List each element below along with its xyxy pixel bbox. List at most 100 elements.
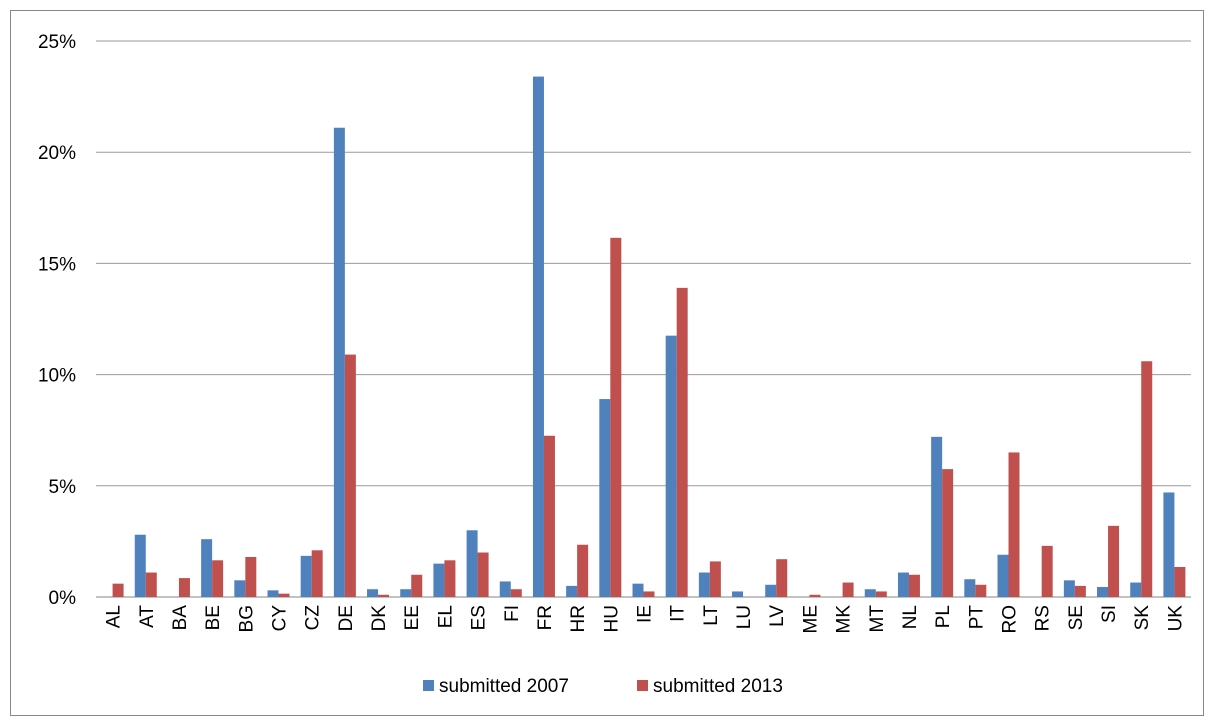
bar-lu-2007 [732, 591, 744, 597]
bar-be-2007 [201, 539, 213, 597]
bar-at-2013 [145, 572, 157, 597]
bar-sk-2013 [1141, 361, 1153, 597]
x-tick-label: UK [1165, 605, 1186, 632]
x-tick-label: ME [800, 605, 821, 634]
bar-me-2013 [809, 594, 821, 597]
bar-at-2007 [134, 534, 146, 597]
bar-sk-2007 [1130, 582, 1142, 597]
bar-it-2007 [665, 335, 677, 597]
bar-pl-2007 [931, 436, 943, 597]
x-axis-labels: AL AT BA BE BG CY CZ DE DK EE EL ES FI FR HR HU IE IT LT LU… [104, 605, 1187, 634]
bar-ee-2013 [411, 574, 423, 597]
bar-lv-2007 [765, 584, 777, 597]
x-tick-label: DE [336, 605, 357, 631]
bar-uk-2013 [1174, 566, 1186, 597]
bar-mt-2013 [875, 591, 887, 597]
bar-cy-2007 [267, 590, 279, 597]
bar-rs-2013 [1041, 545, 1053, 597]
bar-es-2007 [466, 530, 478, 597]
bar-pl-2013 [942, 469, 954, 597]
bar-ie-2013 [643, 591, 655, 597]
x-tick-label: HU [601, 605, 622, 632]
bar-ie-2007 [632, 583, 644, 597]
y-tick-label: 25% [38, 32, 76, 53]
bar-ba-2013 [178, 578, 190, 597]
legend: submitted 2007 submitted 2013 [423, 676, 783, 697]
bar-bg-2007 [234, 580, 246, 597]
x-tick-label: BG [236, 605, 257, 632]
bar-cz-2013 [311, 550, 323, 597]
bar-it-2013 [676, 287, 688, 597]
x-tick-label: IE [635, 605, 656, 623]
bar-de-2013 [344, 354, 356, 597]
bar-dk-2013 [378, 594, 390, 597]
x-tick-label: MT [867, 605, 888, 633]
bar-ee-2007 [400, 589, 412, 597]
bar-nl-2007 [897, 572, 909, 597]
x-tick-label: CZ [303, 605, 324, 631]
bar-se-2013 [1074, 585, 1086, 597]
y-axis-ticks: 0% 5% 10% 15% 20% 25% [38, 32, 76, 609]
x-tick-label: FR [535, 605, 556, 630]
x-tick-label: EE [402, 605, 423, 630]
x-tick-label: PT [966, 605, 987, 630]
bar-lt-2007 [698, 572, 710, 597]
legend-label-2007: submitted 2007 [439, 676, 569, 697]
x-tick-label: ES [469, 605, 490, 630]
bar-lt-2013 [709, 561, 721, 597]
bar-hu-2013 [610, 237, 622, 597]
bar-nl-2013 [908, 574, 920, 597]
x-tick-label: AT [137, 605, 158, 628]
bar-dk-2007 [367, 589, 379, 597]
x-tick-label: SE [1066, 605, 1087, 630]
x-tick-label: BA [170, 605, 191, 631]
bar-bg-2013 [245, 556, 257, 597]
bar-pt-2007 [964, 579, 976, 597]
y-tick-label: 20% [38, 143, 76, 164]
bar-al-2013 [112, 583, 124, 597]
chart-frame: 0% 5% 10% 15% 20% 25% AL AT BA BE BG CY CZ DE DK EE EL E… [10, 10, 1204, 716]
x-tick-label: RS [1033, 605, 1054, 631]
x-tick-label: RO [1000, 605, 1021, 634]
x-tick-label: BE [203, 605, 224, 630]
bar-si-2007 [1097, 586, 1109, 597]
bar-de-2007 [333, 127, 345, 598]
x-tick-label: FI [502, 605, 523, 622]
bar-mk-2013 [842, 582, 854, 597]
bars [112, 76, 1186, 598]
bar-ro-2007 [997, 554, 1009, 597]
legend-swatch-2013 [637, 680, 648, 691]
legend-label-2013: submitted 2013 [653, 676, 783, 697]
x-tick-label: PL [933, 605, 954, 628]
bar-cz-2007 [300, 555, 312, 597]
x-tick-label: HR [568, 605, 589, 632]
bar-be-2013 [212, 560, 224, 597]
bar-fr-2007 [532, 76, 544, 598]
y-tick-label: 10% [38, 366, 76, 387]
x-tick-label: LV [767, 605, 788, 627]
bar-el-2007 [433, 563, 445, 597]
bar-pt-2013 [975, 584, 987, 597]
bar-fi-2013 [510, 589, 522, 597]
x-tick-label: LT [701, 605, 722, 626]
x-tick-label: CY [270, 605, 291, 632]
bar-cy-2013 [278, 593, 290, 597]
y-tick-label: 15% [38, 254, 76, 275]
bar-si-2013 [1108, 525, 1120, 597]
gridlines [96, 40, 1191, 598]
bar-lv-2013 [776, 559, 788, 597]
y-tick-label: 5% [49, 477, 77, 498]
bar-hu-2007 [599, 399, 611, 597]
bar-mt-2007 [864, 589, 876, 597]
bar-fi-2007 [499, 581, 511, 597]
x-tick-label: SK [1132, 605, 1153, 631]
x-tick-label: MK [834, 605, 855, 634]
bar-es-2013 [477, 552, 489, 597]
bar-se-2007 [1063, 580, 1075, 597]
bar-fr-2013 [543, 435, 555, 597]
x-tick-label: NL [900, 605, 921, 629]
bar-ro-2013 [1008, 452, 1020, 597]
x-tick-label: LU [734, 605, 755, 629]
x-tick-label: SI [1099, 605, 1120, 623]
x-tick-label: IT [668, 605, 689, 622]
